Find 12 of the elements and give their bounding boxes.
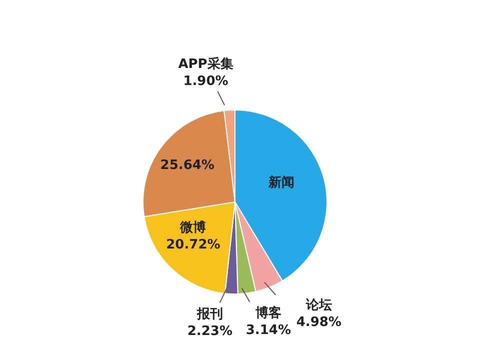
slice-label: 报刊 (196, 306, 223, 322)
data-label: 20.72% (166, 237, 220, 252)
data-label: 1.90% (183, 74, 228, 89)
data-label: 25.64% (160, 157, 214, 172)
slice-label: 博客 (254, 304, 282, 321)
slice-label: 论坛 (304, 297, 332, 312)
slice-label: APP采集 (178, 56, 234, 72)
data-label: 3.14% (246, 322, 292, 338)
data-label: 2.23% (187, 324, 233, 339)
slice-label: 微博 (179, 219, 206, 236)
slice-label: 新闻 (267, 174, 294, 190)
data-label: 4.98% (296, 314, 342, 330)
